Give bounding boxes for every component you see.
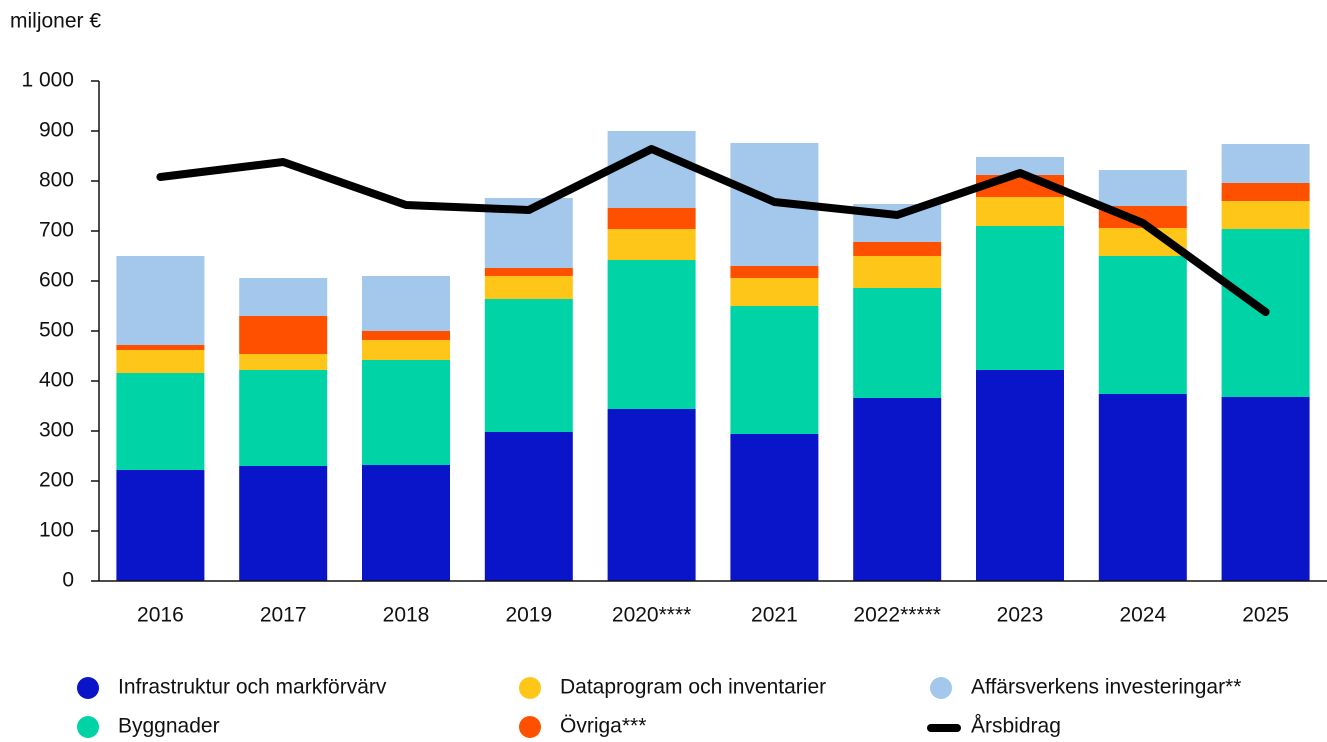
bar-segment (239, 370, 328, 466)
bar-segment (730, 434, 819, 581)
y-tick-label: 0 (62, 569, 74, 592)
bar-segment (976, 370, 1064, 581)
bar-segment (362, 331, 450, 340)
bar-segment (730, 266, 819, 278)
bar-segment (976, 226, 1064, 370)
bar-segment (116, 373, 205, 470)
bar-segment (853, 398, 942, 581)
bar-segment (116, 345, 205, 350)
bar-segment (362, 276, 450, 331)
y-tick-label: 300 (39, 419, 74, 442)
bar-segment (853, 256, 942, 288)
bar-segment (853, 242, 942, 256)
bar-segment (607, 260, 696, 409)
y-tick-label: 200 (39, 469, 74, 492)
x-tick-label: 2020**** (612, 604, 691, 627)
bar-segment (730, 278, 819, 306)
bar-segment (239, 278, 328, 316)
y-tick-label: 100 (39, 519, 74, 542)
legend-swatch (519, 677, 541, 699)
bar-segment (976, 197, 1064, 226)
y-tick-label: 1 000 (21, 69, 74, 92)
bar-segment (116, 256, 205, 345)
y-tick-label: 600 (39, 269, 74, 292)
bar-segment (1221, 397, 1310, 581)
y-tick-label: 900 (39, 119, 74, 142)
bar-segment (116, 470, 205, 581)
bar-segment (607, 131, 696, 208)
bar-segment (239, 466, 328, 581)
x-tick-label: 2019 (505, 604, 552, 627)
bar-segment (976, 157, 1064, 175)
line-series (156, 145, 1270, 316)
bar-segment (362, 465, 450, 581)
legend-swatch (519, 716, 541, 738)
legend-label: Årsbidrag (971, 715, 1061, 738)
legend-label: Affärsverkens investeringar** (971, 676, 1241, 699)
legend-swatch (930, 677, 952, 699)
y-axis-label: miljoner € (10, 10, 101, 33)
legend-label: Dataprogram och inventarier (560, 676, 826, 699)
x-tick-label: 2018 (383, 604, 430, 627)
legend-swatch (77, 677, 99, 699)
bar-segment (607, 409, 696, 581)
bar-segment (484, 276, 573, 299)
bar-segment (484, 432, 573, 581)
bar-segment (484, 299, 573, 432)
bar-segment (1221, 183, 1310, 201)
bar-segment (1098, 394, 1187, 581)
y-tick-label: 800 (39, 169, 74, 192)
legend-label: Övriga*** (560, 715, 646, 738)
x-tick-label: 2021 (751, 604, 798, 627)
bar-segment (362, 340, 450, 360)
bar-segment (484, 268, 573, 276)
y-tick-label: 700 (39, 219, 74, 242)
x-tick-label: 2022***** (853, 604, 941, 627)
bar-segment (730, 306, 819, 434)
bar-segment (1098, 170, 1187, 206)
x-tick-label: 2024 (1119, 604, 1166, 627)
legend-label: Infrastruktur och markförvärv (118, 676, 387, 699)
legend-swatch (77, 716, 99, 738)
bar-segment (853, 288, 942, 398)
bar-segment (1221, 144, 1310, 183)
bar-segment (1221, 201, 1310, 229)
y-tick-label: 400 (39, 369, 74, 392)
x-tick-label: 2025 (1242, 604, 1289, 627)
bar-segment (362, 360, 450, 465)
bar-segment (116, 350, 205, 373)
x-tick-label: 2017 (260, 604, 307, 627)
x-tick-label: 2023 (997, 604, 1044, 627)
bar-segment (1098, 256, 1187, 394)
x-tick-label: 2016 (137, 604, 184, 627)
bar-segment (607, 208, 696, 229)
bar-segment (239, 316, 328, 354)
bar-segment (239, 354, 328, 370)
legend-label: Byggnader (118, 715, 220, 738)
y-tick-label: 500 (39, 319, 74, 342)
bar-segment (607, 229, 696, 260)
